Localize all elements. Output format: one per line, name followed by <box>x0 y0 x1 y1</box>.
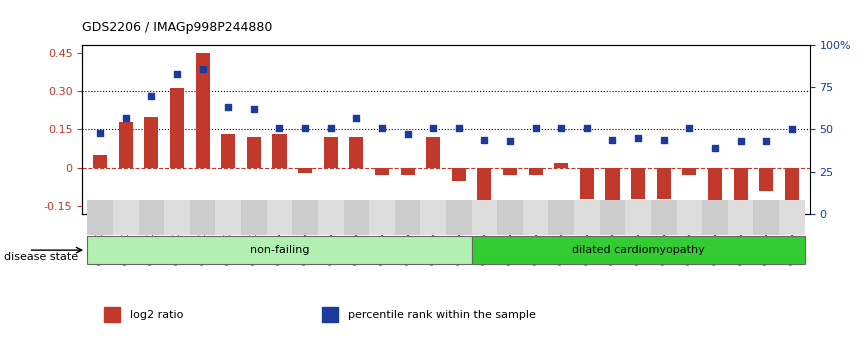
Bar <box>318 200 344 235</box>
Bar <box>759 168 773 191</box>
Point <box>631 135 645 141</box>
Bar <box>503 168 517 176</box>
Bar <box>322 307 339 322</box>
Bar <box>273 135 287 168</box>
Point <box>426 125 440 130</box>
Point <box>119 115 132 120</box>
Bar <box>426 137 440 168</box>
Point <box>94 130 107 136</box>
Bar <box>145 117 158 168</box>
Point <box>324 125 338 130</box>
Bar <box>298 168 312 173</box>
Point <box>785 127 798 132</box>
Bar <box>400 168 415 176</box>
Bar <box>734 168 747 219</box>
FancyBboxPatch shape <box>87 236 472 264</box>
Bar <box>293 200 318 235</box>
Bar <box>472 200 497 235</box>
Point <box>656 137 670 142</box>
Bar <box>94 155 107 168</box>
Bar <box>656 168 671 198</box>
Bar <box>241 200 267 235</box>
Bar <box>702 200 727 235</box>
Bar <box>599 200 625 235</box>
Point <box>222 105 236 110</box>
Bar <box>779 200 805 235</box>
Bar <box>170 88 184 168</box>
Point <box>247 106 261 112</box>
Point <box>477 137 491 142</box>
Point <box>734 138 747 144</box>
Point <box>759 138 773 144</box>
Bar <box>113 200 139 235</box>
Bar <box>324 137 338 168</box>
Point <box>170 71 184 76</box>
Bar <box>216 200 241 235</box>
Bar <box>420 200 446 235</box>
Bar <box>554 163 568 168</box>
Text: dilated cardiomyopathy: dilated cardiomyopathy <box>572 245 704 255</box>
Point <box>145 93 158 98</box>
Point <box>273 125 287 130</box>
Bar <box>119 122 132 168</box>
Bar <box>651 200 676 235</box>
Point <box>375 125 389 130</box>
Bar <box>104 307 120 322</box>
Bar <box>477 168 492 219</box>
Bar <box>452 168 466 180</box>
Point <box>580 125 594 130</box>
Text: non-failing: non-failing <box>249 245 309 255</box>
Bar <box>785 168 798 201</box>
Bar <box>375 168 389 176</box>
Point <box>554 125 568 130</box>
Point <box>708 145 722 151</box>
Text: percentile rank within the sample: percentile rank within the sample <box>348 309 536 319</box>
Bar <box>708 168 722 214</box>
Text: disease state: disease state <box>4 252 79 262</box>
Bar <box>87 200 113 235</box>
Bar <box>682 168 696 176</box>
Bar <box>528 168 543 176</box>
Point <box>401 132 415 137</box>
Point <box>349 115 363 120</box>
Point <box>452 125 466 130</box>
Bar <box>344 200 369 235</box>
FancyBboxPatch shape <box>472 236 805 264</box>
Bar <box>605 168 619 201</box>
Bar <box>497 200 523 235</box>
Bar <box>190 200 216 235</box>
Bar <box>369 200 395 235</box>
Bar <box>574 200 599 235</box>
Bar <box>139 200 165 235</box>
Bar <box>267 200 293 235</box>
Bar <box>631 168 645 198</box>
Bar <box>625 200 651 235</box>
Point <box>503 138 517 144</box>
Bar <box>395 200 420 235</box>
Bar <box>247 137 261 168</box>
Point <box>298 125 312 130</box>
Point <box>196 66 210 71</box>
Bar <box>727 200 753 235</box>
Text: GDS2206 / IMAGp998P244880: GDS2206 / IMAGp998P244880 <box>82 21 273 34</box>
Point <box>529 125 543 130</box>
Bar <box>446 200 472 235</box>
Point <box>605 137 619 142</box>
Bar <box>753 200 779 235</box>
Bar <box>221 135 236 168</box>
Bar <box>349 137 364 168</box>
Bar <box>676 200 702 235</box>
Bar <box>580 168 594 198</box>
Bar <box>165 200 190 235</box>
Bar <box>196 52 210 168</box>
Bar <box>548 200 574 235</box>
Text: log2 ratio: log2 ratio <box>130 309 183 319</box>
Bar <box>523 200 548 235</box>
Point <box>682 125 696 130</box>
